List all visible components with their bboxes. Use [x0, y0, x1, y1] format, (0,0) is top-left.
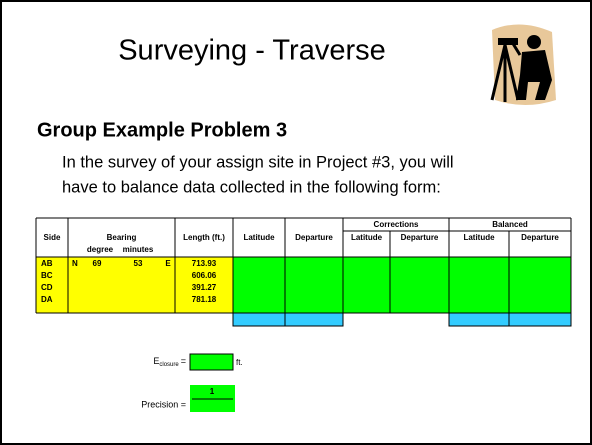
title: Surveying - Traverse — [118, 35, 386, 67]
length-cell: 606.06 — [192, 271, 217, 280]
surveyor-clipart — [490, 24, 556, 105]
bearing-subheader: degree — [87, 245, 114, 254]
bearing-cell: 69 — [93, 259, 102, 268]
length-cell: 713.93 — [192, 259, 217, 268]
length-cell: 391.27 — [192, 283, 217, 292]
precision-label: Precision = — [141, 399, 186, 409]
traverse-table: Side Bearing Length (ft.) Latitude Departure… — [35, 217, 572, 327]
column-header: Departure — [401, 233, 439, 242]
closure-subscript: closure — [159, 362, 179, 368]
total-cell — [448, 312, 510, 327]
group-header: Balanced — [492, 220, 528, 229]
side-cell: CD — [41, 283, 53, 292]
total-cell — [508, 312, 572, 327]
closure-label: Eclosure = — [153, 356, 186, 367]
side-cell: BC — [41, 271, 53, 280]
side-bearing-cells — [36, 257, 175, 313]
bearing-cell: 53 — [134, 259, 143, 268]
heading: Group Example Problem 3 — [37, 119, 287, 141]
column-header: Length (ft.) — [183, 233, 225, 242]
bearing-cell: E — [165, 259, 171, 268]
result-cells — [233, 257, 571, 313]
intro-line: In the survey of your assign site in Pro… — [62, 153, 454, 171]
length-cell: 781.18 — [192, 295, 217, 304]
column-header: Bearing — [107, 233, 137, 242]
closure-cell — [189, 353, 234, 371]
precision-value: 1 — [210, 387, 215, 396]
bearing-cell: N — [72, 259, 78, 268]
closure-e: E — [153, 356, 159, 366]
bearing-subheader: minutes — [123, 245, 154, 254]
group-header: Corrections — [374, 220, 419, 229]
column-header: Latitude — [351, 233, 383, 242]
column-header: Side — [44, 233, 61, 242]
side-cell: DA — [41, 295, 53, 304]
column-header: Departure — [295, 233, 333, 242]
column-header: Latitude — [463, 233, 495, 242]
closure-unit: ft. — [236, 358, 243, 367]
side-cell: AB — [41, 259, 53, 268]
total-cell — [232, 312, 286, 327]
closure-equals: = — [181, 356, 186, 366]
total-cell — [284, 312, 344, 327]
intro-line: have to balance data collected in the fo… — [62, 178, 441, 196]
length-cells — [175, 257, 233, 313]
column-header: Latitude — [243, 233, 275, 242]
column-header: Departure — [521, 233, 559, 242]
